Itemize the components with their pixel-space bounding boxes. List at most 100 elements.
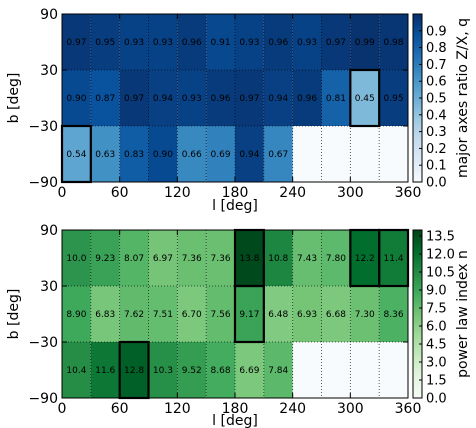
cell-value-label: 0.93 xyxy=(182,94,202,104)
heatmap-cell xyxy=(263,342,293,398)
colorbar-tick-label: 7.5 xyxy=(426,302,447,317)
x-axis-label: l [deg] xyxy=(212,413,258,428)
heatmap-cell xyxy=(321,230,351,286)
cell-value-label: 0.94 xyxy=(153,94,173,104)
colorbar-tick-label: 0.1 xyxy=(426,159,447,174)
colorbar-segment xyxy=(413,140,422,144)
colorbar-segment xyxy=(413,44,422,48)
heatmap-cell xyxy=(350,230,380,286)
colorbar-segment xyxy=(413,266,422,270)
heatmap-cell xyxy=(62,230,91,286)
cell-value-label: 0.93 xyxy=(153,38,173,48)
colorbar: 0.0 0.1 0.2 0.3 0.40.5 0.6 0.7 0.8 0.9 major axes… xyxy=(412,13,471,191)
colorbar-segment xyxy=(413,67,422,71)
cell-value-label: 6.68 xyxy=(326,310,346,320)
heatmap-cell xyxy=(263,70,293,126)
colorbar-tick-label: 6.0 xyxy=(426,320,447,335)
x-tick-label: 0 xyxy=(58,185,67,201)
heatmap-cell xyxy=(119,286,149,342)
colorbar-segment xyxy=(413,302,422,306)
heatmap-cell xyxy=(350,126,380,182)
heatmap-cell xyxy=(206,126,235,182)
cell-value-label: 0.94 xyxy=(239,150,259,160)
colorbar-tick-label: 0.3 xyxy=(426,125,447,140)
heatmap-cell xyxy=(235,342,264,398)
cell-value-label: 0.98 xyxy=(384,38,404,48)
colorbar-segment xyxy=(413,75,422,79)
colorbar-segment xyxy=(413,342,422,346)
y-tick-label: −90 xyxy=(28,391,58,407)
colorbar-segment xyxy=(413,252,422,256)
colorbar-segment xyxy=(413,72,422,76)
colorbar-segment xyxy=(413,14,422,18)
colorbar-segment xyxy=(413,30,422,34)
colorbar-segment xyxy=(413,286,422,290)
colorbar-segment xyxy=(413,134,422,138)
colorbar-segment xyxy=(413,28,422,32)
colorbar-segment xyxy=(413,50,422,54)
colorbar-segment xyxy=(413,322,422,326)
cell-value-label: 7.62 xyxy=(124,310,144,320)
colorbar-segment xyxy=(413,126,422,130)
colorbar-segment xyxy=(413,300,422,304)
colorbar-tick-label: 12.0 xyxy=(426,248,455,263)
chart-panel-1: 0.97 0.95 0.93 0.93 0.96 0.91 0.93 0.96 0.93 0.97… xyxy=(6,7,471,214)
heatmap-cell xyxy=(62,14,91,70)
heatmap-cell xyxy=(292,286,322,342)
colorbar-segment xyxy=(413,151,422,155)
cell-value-label: 0.96 xyxy=(182,38,202,48)
colorbar-label: major axes ratio Z/X, q xyxy=(455,18,471,178)
colorbar-segment xyxy=(413,330,422,334)
colorbar-segment xyxy=(413,168,422,172)
heatmap-cell xyxy=(379,286,408,342)
cell-value-label: 0.95 xyxy=(384,94,404,104)
colorbar-segment xyxy=(413,333,422,337)
cell-value-label: 7.30 xyxy=(355,310,375,320)
cell-value-label: 0.91 xyxy=(211,38,231,48)
colorbar-segment xyxy=(413,314,422,318)
heatmap-cell xyxy=(235,70,264,126)
colorbar-segment xyxy=(413,22,422,26)
cell-value-label: 0.96 xyxy=(297,94,317,104)
heatmap-cell xyxy=(235,286,264,342)
cell-value-label: 0.54 xyxy=(66,150,86,160)
cell-value-label: 10.8 xyxy=(268,254,288,264)
colorbar-segment xyxy=(413,159,422,163)
colorbar-segment xyxy=(413,142,422,146)
y-tick-label: 30 xyxy=(40,279,58,295)
cell-value-label: 6.48 xyxy=(268,310,288,320)
x-tick-label: 360 xyxy=(395,401,422,417)
colorbar-segment xyxy=(413,328,422,332)
colorbar-segment xyxy=(413,241,422,245)
heatmap-cell xyxy=(177,14,207,70)
colorbar-segment xyxy=(413,395,422,399)
heatmap-cell xyxy=(177,342,207,398)
cell-value-label: 7.84 xyxy=(268,366,288,376)
colorbar-segment xyxy=(413,258,422,262)
cell-value-label: 7.43 xyxy=(297,254,317,264)
heatmap-cell xyxy=(90,70,120,126)
cell-value-label: 12.8 xyxy=(124,366,144,376)
colorbar-tick-label: 0.5 xyxy=(426,92,447,107)
cell-value-label: 8.90 xyxy=(66,310,86,320)
colorbar-tick-label: 0.2 xyxy=(426,142,447,157)
colorbar-tick-label: 0.6 xyxy=(426,75,447,90)
colorbar-segment xyxy=(413,98,422,102)
heatmap-cell xyxy=(206,14,235,70)
colorbar-segment xyxy=(413,165,422,169)
colorbar-segment xyxy=(413,367,422,371)
heatmap-cell xyxy=(148,126,178,182)
x-tick-label: 300 xyxy=(337,401,364,417)
colorbar-segment xyxy=(413,263,422,267)
x-tick-label: 240 xyxy=(279,185,306,201)
colorbar-segment xyxy=(413,255,422,259)
heatmap-cell xyxy=(292,342,322,398)
colorbar-segment xyxy=(413,25,422,29)
y-axis-label: b [deg] xyxy=(6,73,22,124)
cell-value-label: 0.90 xyxy=(66,94,86,104)
colorbar-segment xyxy=(413,370,422,374)
cell-value-label: 9.23 xyxy=(95,254,115,264)
colorbar-segment xyxy=(413,145,422,149)
x-tick-label: 300 xyxy=(337,185,364,201)
